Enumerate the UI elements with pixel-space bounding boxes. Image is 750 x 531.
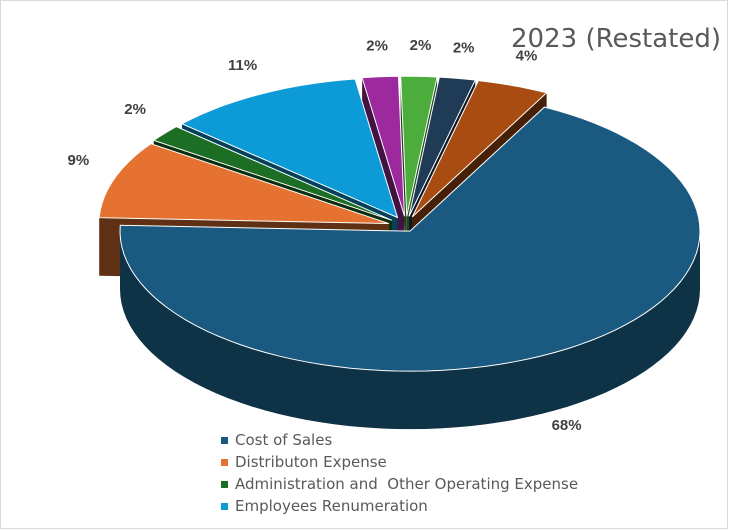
slice-top-face <box>408 76 476 217</box>
legend-swatch <box>221 436 228 444</box>
legend-label: Employees Renumeration <box>235 497 428 515</box>
legend-label: Distributon Expense <box>235 453 387 471</box>
data-label: 2% <box>410 37 432 54</box>
chart-title: 2023 (Restated) <box>511 24 721 54</box>
pie-slice <box>119 106 701 430</box>
chart-frame: 2% 4% 68% 9% 2% 11% 2% 2% 2023 (Restated) Cost … <box>0 0 728 529</box>
data-label: 9% <box>68 152 90 169</box>
slice-top-face <box>119 106 701 372</box>
legend-item-administration-expense: Administration and Other Operating Expen… <box>221 473 578 495</box>
pie-chart: 2% 4% 68% 9% 2% 11% 2% 2% 2023 (Restated) <box>68 24 721 434</box>
slice-top-face <box>180 78 399 219</box>
slice-top-face <box>411 80 548 218</box>
legend-item-distribution-expense: Distributon Expense <box>221 451 578 473</box>
slice-outer-wall <box>120 231 700 430</box>
slice-top-face <box>152 126 393 221</box>
data-label: 2% <box>124 101 146 118</box>
slice-top-face <box>400 75 438 217</box>
data-label: 4% <box>516 48 538 65</box>
legend-item-employees-renumeration: Employees Renumeration <box>221 495 578 517</box>
legend: Cost of Sales Distributon Expense Admini… <box>221 429 578 517</box>
data-label: 11% <box>228 57 257 74</box>
legend-swatch <box>221 480 228 488</box>
legend-swatch <box>221 502 228 510</box>
legend-swatch <box>221 458 228 466</box>
legend-item-cost-of-sales: Cost of Sales <box>221 429 578 451</box>
labels-layer: 2% 4% 68% 9% 2% 11% 2% 2% <box>68 37 582 434</box>
slice-top-face <box>98 143 390 225</box>
legend-label: Administration and Other Operating Expen… <box>235 475 579 493</box>
slices-layer <box>98 75 701 430</box>
data-label: 68% <box>552 417 582 434</box>
legend-label: Cost of Sales <box>235 431 333 449</box>
data-label: 2% <box>366 38 388 55</box>
data-label: 2% <box>453 39 475 56</box>
slice-side-wall <box>400 76 407 275</box>
slice-top-face <box>361 75 405 217</box>
